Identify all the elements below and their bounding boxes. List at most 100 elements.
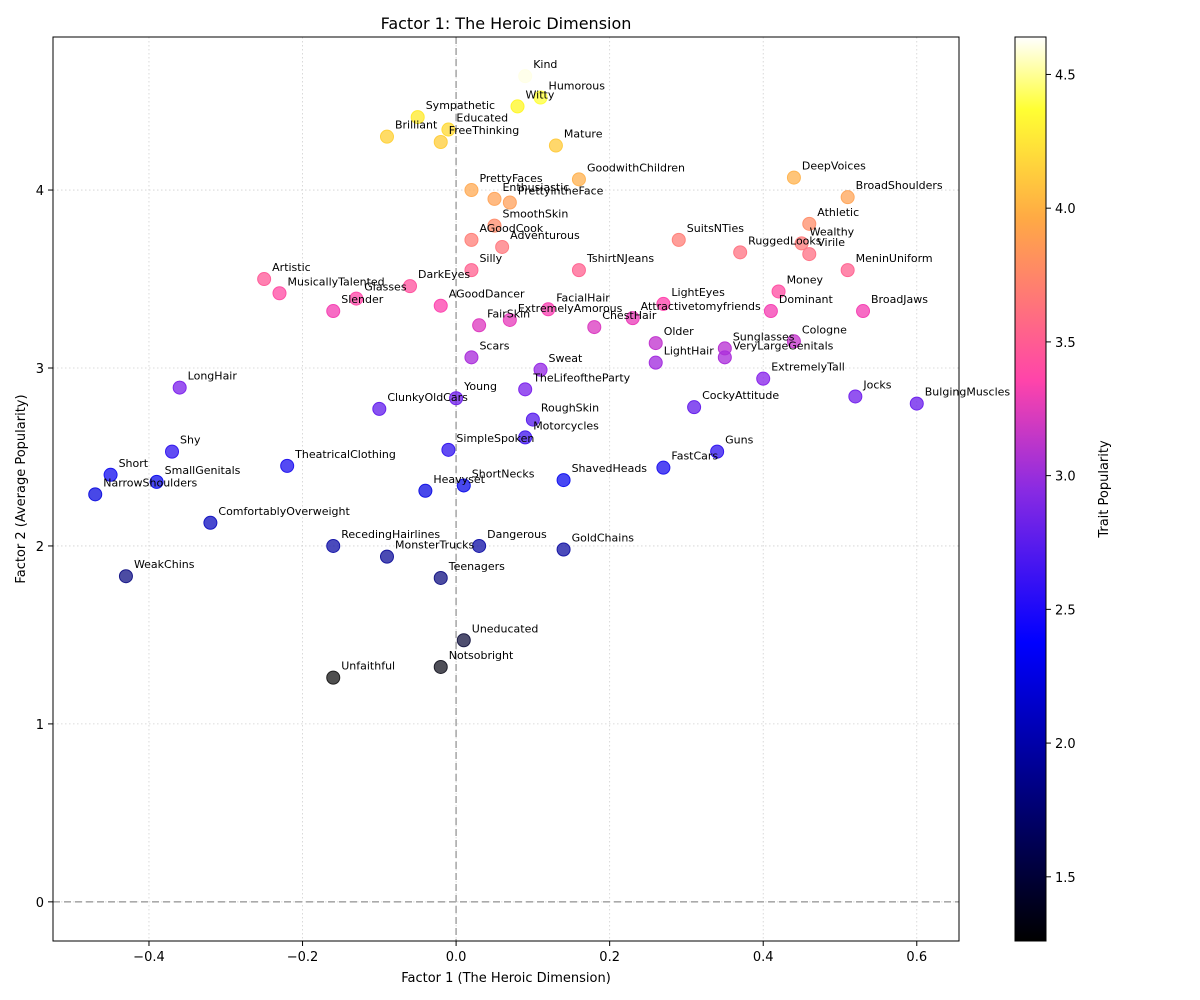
data-point — [587, 320, 602, 335]
data-point — [118, 569, 133, 584]
point-label: Sweat — [549, 352, 583, 365]
data-point — [856, 304, 871, 319]
colorbar-tick-label: 2.5 — [1055, 603, 1076, 618]
data-point — [548, 138, 563, 153]
data-point — [487, 191, 502, 206]
point-label: ComfortablyOverweight — [218, 505, 350, 518]
point-label: LongHair — [188, 370, 238, 383]
data-point — [456, 633, 471, 648]
point-label: BroadShoulders — [856, 179, 943, 192]
data-point — [518, 69, 533, 84]
point-label: LightEyes — [671, 286, 725, 299]
data-point — [149, 474, 164, 489]
data-point — [518, 430, 533, 445]
data-point — [502, 312, 517, 327]
data-point — [418, 483, 433, 498]
y-tick-label: 2 — [36, 540, 44, 555]
data-point — [103, 467, 118, 482]
data-point — [556, 473, 571, 488]
data-point — [717, 350, 732, 365]
data-point — [533, 90, 548, 105]
point-label: Dangerous — [487, 528, 547, 541]
data-point — [625, 311, 640, 326]
point-label: TshirtNJeans — [586, 252, 654, 265]
data-point — [518, 382, 533, 397]
point-label: VeryLargeGenitals — [733, 339, 834, 352]
data-point — [771, 284, 786, 299]
point-label: AGoodCook — [479, 222, 543, 235]
data-point — [487, 218, 502, 233]
data-point — [88, 487, 103, 502]
point-label: Silly — [479, 252, 502, 265]
point-label: Mature — [564, 128, 603, 141]
data-point — [456, 478, 471, 493]
data-point — [441, 442, 456, 457]
y-tick-label: 0 — [36, 896, 44, 911]
data-point — [848, 389, 863, 404]
data-point — [433, 298, 448, 313]
colorbar-tick-label: 1.5 — [1055, 871, 1076, 886]
data-point — [280, 458, 295, 473]
point-label: DarkEyes — [418, 268, 470, 281]
data-point — [794, 236, 809, 251]
point-label: RoughSkin — [541, 402, 599, 415]
x-tick-label: 0.2 — [599, 950, 620, 965]
data-point — [326, 670, 341, 685]
colorbar-tick-label: 2.0 — [1055, 737, 1076, 752]
data-point — [441, 122, 456, 137]
point-label: Virile — [817, 236, 845, 249]
point-label: BulgingMuscles — [925, 386, 1011, 399]
point-label: Kind — [533, 58, 557, 71]
colorbar-tick-label: 3.5 — [1055, 336, 1076, 351]
y-tick-label: 3 — [36, 362, 44, 377]
data-point — [671, 232, 686, 247]
point-label: ShavedHeads — [572, 462, 648, 475]
point-label: ExtremelyAmorous — [518, 302, 623, 315]
y-tick-label: 1 — [36, 718, 44, 733]
point-label: Attractivetomyfriends — [641, 300, 761, 313]
point-label: Motorcycles — [533, 419, 599, 432]
data-point — [541, 302, 556, 317]
colorbar-tick-label: 4.5 — [1055, 68, 1076, 83]
data-point — [449, 391, 464, 406]
data-point — [909, 396, 924, 411]
point-label: Short — [119, 457, 149, 470]
point-label: Teenagers — [448, 560, 505, 573]
data-point — [326, 538, 341, 553]
point-label: MusicallyTalented — [288, 275, 385, 288]
data-point — [648, 355, 663, 370]
colorbar — [1014, 36, 1047, 942]
data-point — [786, 170, 801, 185]
point-label: Brilliant — [395, 119, 438, 132]
chart-title: Factor 1: The Heroic Dimension — [381, 14, 632, 33]
data-point — [495, 239, 510, 254]
point-label: GoodwithChildren — [587, 161, 685, 174]
point-label: LightHair — [664, 345, 715, 358]
point-label: RuggedLooks — [748, 234, 822, 247]
point-label: Sunglasses — [733, 330, 795, 343]
data-point — [648, 336, 663, 351]
point-label: Cologne — [802, 323, 847, 336]
point-label: SimpleSpoken — [456, 432, 534, 445]
colorbar-ticks: 1.5 2.0 2.5 3.0 3.5 4.0 4.5 — [1046, 68, 1076, 886]
point-label: ClunkyOldCars — [387, 391, 468, 404]
data-point — [433, 659, 448, 674]
colorbar-label: Trait Popularity — [1097, 440, 1112, 539]
data-point — [372, 401, 387, 416]
point-label: SmoothSkin — [502, 208, 568, 221]
point-label: BroadJaws — [871, 293, 928, 306]
point-label: ShortNecks — [472, 467, 535, 480]
point-label: Unfaithful — [341, 660, 395, 673]
data-point — [349, 291, 364, 306]
x-tick-label: −0.4 — [133, 950, 165, 965]
x-axis-label: Factor 1 (The Heroic Dimension) — [401, 971, 611, 986]
data-point — [840, 263, 855, 278]
data-point — [733, 245, 748, 260]
point-label: WeakChins — [134, 558, 195, 571]
data-point — [802, 216, 817, 231]
point-label: SuitsNTies — [687, 222, 744, 235]
data-points — [88, 69, 924, 685]
point-label: Humorous — [549, 80, 606, 93]
point-label: Dominant — [779, 293, 834, 306]
